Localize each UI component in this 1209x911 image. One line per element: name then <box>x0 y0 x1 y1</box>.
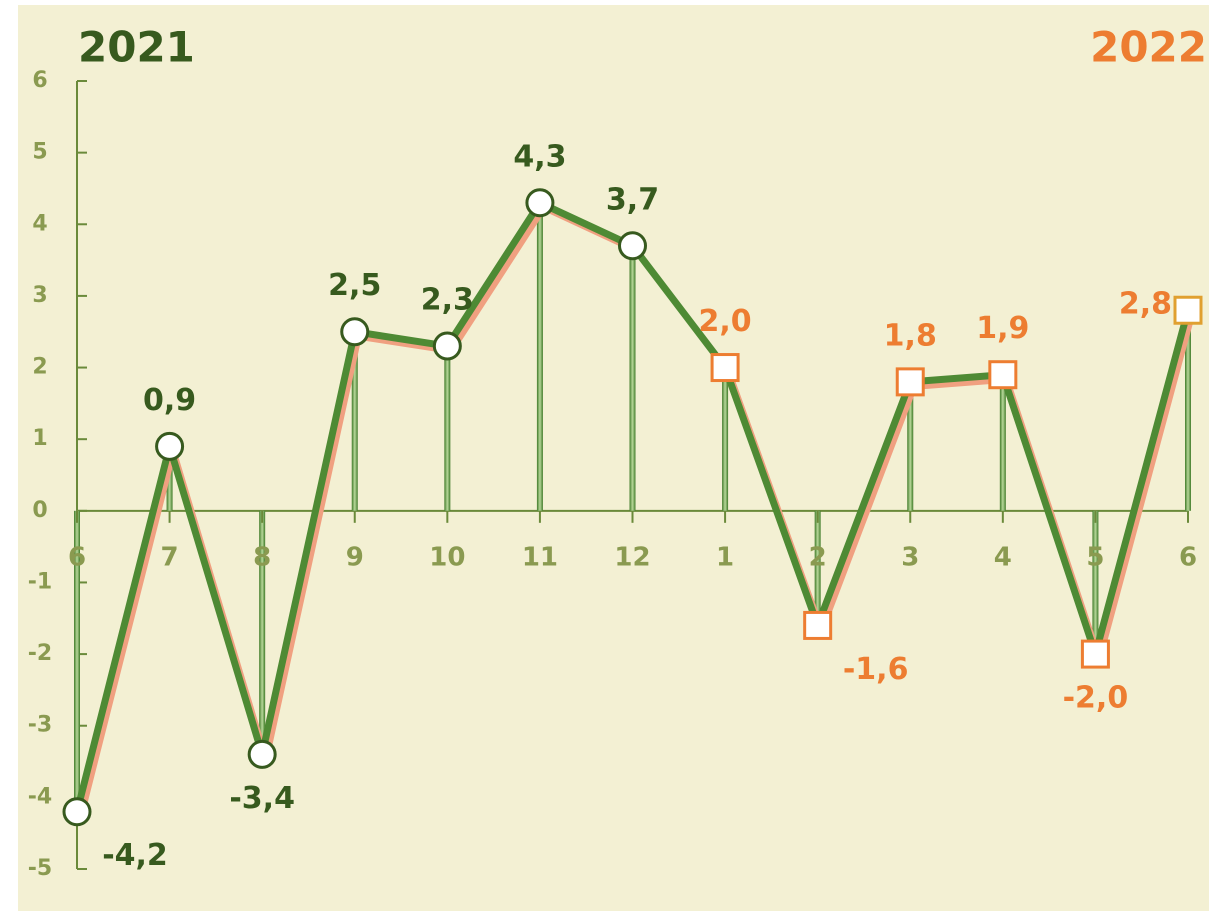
y-tick-label: 5 <box>32 140 47 165</box>
drop-line <box>351 331 358 511</box>
data-label: 4,3 <box>513 139 566 174</box>
y-tick-label: 4 <box>32 211 47 236</box>
data-label: -2,0 <box>1063 681 1129 716</box>
y-tick-label: -4 <box>28 784 52 809</box>
marker <box>247 739 277 769</box>
drop-line <box>1092 510 1099 655</box>
x-tick-label: 4 <box>994 542 1012 572</box>
data-label: 0,9 <box>143 383 196 418</box>
x-tick-label: 9 <box>346 542 364 572</box>
marker <box>525 188 555 218</box>
drop-line <box>259 510 266 755</box>
x-tick-label: 8 <box>253 542 271 572</box>
marker <box>340 317 370 347</box>
marker <box>155 431 185 461</box>
x-tick-label: 5 <box>1086 542 1104 572</box>
drop-line <box>999 374 1006 511</box>
y-tick-label: -5 <box>28 856 52 881</box>
y-tick-label: 1 <box>32 426 47 451</box>
data-label: 2,8 <box>1119 287 1172 322</box>
data-label: 3,7 <box>606 182 659 217</box>
x-tick-label: 10 <box>429 542 465 572</box>
data-label: -1,6 <box>843 652 909 687</box>
data-label: 2,5 <box>328 268 381 303</box>
x-tick-label: 7 <box>161 542 179 572</box>
data-label: 1,9 <box>976 311 1029 346</box>
data-label: 2,3 <box>421 283 474 318</box>
drop-line <box>814 510 821 626</box>
drop-line <box>536 202 543 511</box>
plot-background <box>18 5 1209 911</box>
marker <box>895 367 925 397</box>
drop-line <box>722 367 729 511</box>
y-tick-label: -1 <box>28 569 52 594</box>
x-tick-label: 3 <box>901 542 919 572</box>
x-tick-label: 12 <box>614 542 650 572</box>
data-label: 1,8 <box>884 318 937 353</box>
x-tick-label: 6 <box>1179 542 1197 572</box>
marker <box>62 797 92 827</box>
y-tick-label: 0 <box>32 498 47 523</box>
marker <box>988 360 1018 390</box>
x-tick-label: 2 <box>809 542 827 572</box>
y-tick-label: -3 <box>28 713 52 738</box>
data-label: -4,2 <box>102 838 168 873</box>
y-tick-label: 2 <box>32 355 47 380</box>
annotation-2021: 2021 <box>78 23 195 72</box>
x-tick-label: 6 <box>68 542 86 572</box>
drop-line <box>1185 310 1191 511</box>
marker <box>432 331 462 361</box>
marker <box>1080 639 1110 669</box>
y-tick-label: -2 <box>28 641 52 666</box>
marker <box>1173 295 1203 325</box>
drop-line <box>444 346 451 511</box>
data-label: 2,0 <box>699 304 752 339</box>
y-tick-label: 3 <box>32 283 47 308</box>
x-tick-label: 11 <box>522 542 558 572</box>
data-label: -3,4 <box>229 781 295 816</box>
drop-line <box>629 245 636 511</box>
drop-line <box>74 510 80 812</box>
y-tick-label: 6 <box>32 68 47 93</box>
annotation-2022: 2022 <box>1090 23 1207 72</box>
drop-line <box>907 381 914 511</box>
x-tick-label: 1 <box>716 542 734 572</box>
marker <box>618 231 647 261</box>
marker <box>710 353 740 383</box>
marker <box>803 610 833 640</box>
